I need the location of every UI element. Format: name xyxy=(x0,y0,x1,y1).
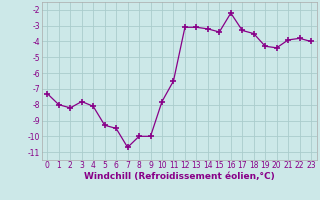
X-axis label: Windchill (Refroidissement éolien,°C): Windchill (Refroidissement éolien,°C) xyxy=(84,172,275,181)
